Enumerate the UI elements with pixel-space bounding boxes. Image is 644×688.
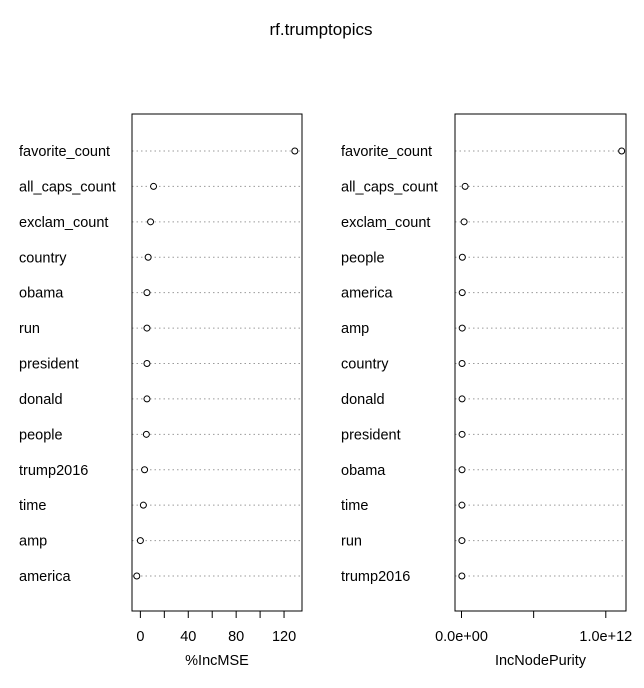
category-label: trump2016 — [341, 569, 410, 585]
data-point — [139, 501, 147, 509]
category-label: amp — [19, 534, 47, 550]
data-point — [150, 182, 158, 190]
data-point — [458, 324, 466, 332]
data-point — [458, 466, 466, 474]
category-label: country — [19, 250, 67, 266]
data-point — [460, 218, 468, 226]
category-label: donald — [341, 392, 385, 408]
category-label: people — [341, 250, 385, 266]
category-label: america — [341, 286, 394, 302]
tick-label: 120 — [272, 629, 296, 645]
tick-label: 40 — [180, 629, 196, 645]
data-point — [458, 360, 466, 367]
data-point — [133, 572, 141, 580]
plot-frame — [131, 113, 303, 612]
data-point — [142, 430, 150, 438]
data-point — [141, 466, 149, 474]
category-label: exclam_count — [19, 215, 108, 231]
category-label: all_caps_count — [19, 179, 116, 195]
category-label: president — [341, 427, 401, 443]
category-label: run — [341, 534, 362, 550]
data-point — [618, 147, 626, 155]
category-label: favorite_count — [341, 144, 432, 160]
data-point — [147, 218, 155, 226]
category-label: time — [341, 498, 368, 514]
x-axis-label: IncNodePurity — [495, 653, 587, 669]
data-point — [136, 537, 144, 545]
data-point — [143, 324, 151, 332]
category-label: obama — [19, 286, 64, 302]
data-point — [458, 430, 466, 438]
category-label: amp — [341, 321, 369, 337]
category-label: president — [19, 357, 79, 373]
data-point — [458, 253, 466, 261]
data-point — [458, 501, 466, 509]
data-point — [458, 537, 466, 545]
data-point — [458, 572, 466, 580]
tick-label: 0 — [136, 629, 144, 645]
category-label: time — [19, 498, 46, 514]
plot-frame — [454, 113, 627, 612]
data-point — [458, 395, 466, 403]
importance-panel-incnodepurity: favorite_count all_caps_count exclam_count… — [341, 113, 632, 669]
importance-panel-incmse: favorite_count all_caps_count exclam_count… — [19, 113, 303, 669]
data-point — [144, 253, 152, 261]
data-point — [458, 289, 466, 297]
chart-title: rf.trumptopics — [270, 20, 373, 39]
data-point — [291, 147, 299, 155]
category-label: obama — [341, 463, 386, 479]
tick-label: 1.0e+12 — [579, 629, 632, 645]
category-label: run — [19, 321, 40, 337]
category-label: donald — [19, 392, 63, 408]
category-label: america — [19, 569, 72, 585]
category-label: exclam_count — [341, 215, 430, 231]
x-axis-label: %IncMSE — [185, 653, 249, 669]
tick-label: 0.0e+00 — [435, 629, 488, 645]
tick-label: 80 — [228, 629, 244, 645]
category-label: favorite_count — [19, 144, 110, 160]
category-label: trump2016 — [19, 463, 88, 479]
data-point — [143, 289, 151, 297]
category-label: people — [19, 427, 63, 443]
data-point — [143, 395, 151, 403]
data-point — [461, 182, 469, 190]
data-point — [143, 360, 151, 367]
category-label: country — [341, 357, 389, 373]
category-label: all_caps_count — [341, 179, 438, 195]
